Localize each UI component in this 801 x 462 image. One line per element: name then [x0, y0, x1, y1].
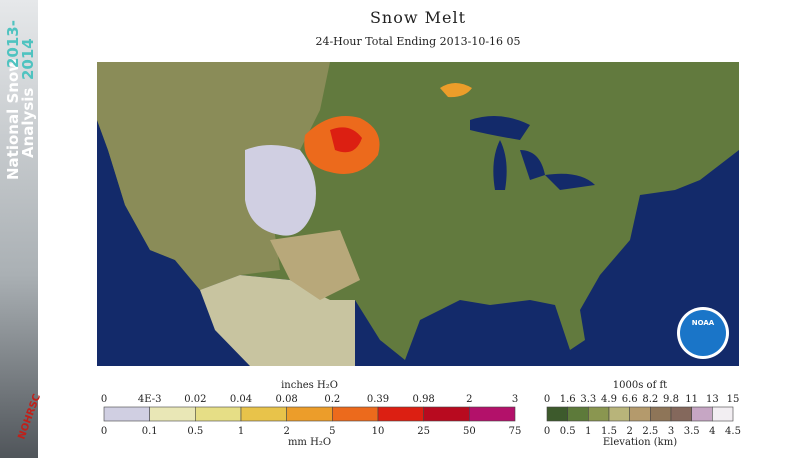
legend-top-tick: 2 — [466, 394, 472, 405]
legend-swatch — [691, 406, 713, 422]
subtitle: 24-Hour Total Ending 2013-10-16 05 — [315, 35, 520, 48]
legend-bottom-tick: 0.5 — [560, 426, 576, 437]
legend-top-tick: 0.98 — [413, 394, 435, 405]
legend-bottom-tick: 0.1 — [142, 426, 158, 437]
legend-top-tick: 4E-3 — [138, 394, 162, 405]
legend-top-tick: 6.6 — [622, 394, 638, 405]
legend-bottom-tick: 10 — [372, 426, 385, 437]
legend-bottom-tick: 4.5 — [725, 426, 741, 437]
legend-top-tick: 9.8 — [663, 394, 679, 405]
legend-bottom-tick: 1 — [585, 426, 591, 437]
melt-core — [330, 127, 362, 153]
west-terrain — [97, 62, 330, 290]
legend-top-tick: 0 — [101, 394, 107, 405]
legend-bottom-tick: 2 — [283, 426, 289, 437]
legend-bottom-tick: 3.5 — [684, 426, 700, 437]
legend-swatch — [629, 406, 651, 422]
legend-bottom-tick: 50 — [463, 426, 476, 437]
legend-bottom-unit: Elevation (km) — [603, 437, 677, 448]
legend-bottom-tick: 1.5 — [601, 426, 617, 437]
legend-bottom-tick: 25 — [417, 426, 430, 437]
legend-bottom-unit: mm H₂O — [288, 437, 331, 448]
banner-text: National Snow 2013- Analysis 2014 — [4, 20, 37, 180]
legend-swatch — [149, 406, 196, 422]
banner-line2: Analysis — [19, 88, 37, 158]
legend-top-tick: 3.3 — [580, 394, 596, 405]
legend-top-tick: 15 — [727, 394, 740, 405]
melt-canada — [440, 83, 472, 98]
legend-swatch — [103, 406, 150, 422]
legend-swatch — [423, 406, 470, 422]
legend-swatch — [286, 406, 333, 422]
legend-bottom-tick: 2 — [626, 426, 632, 437]
legend-top-tick: 3 — [512, 394, 518, 405]
legend-top-tick: 0.08 — [276, 394, 298, 405]
legend-top-tick: 0 — [544, 394, 550, 405]
legend-swatch — [588, 406, 610, 422]
legend-bottom-tick: 0.5 — [187, 426, 203, 437]
legend-top-tick: 4.9 — [601, 394, 617, 405]
legend-bottom-tick: 1 — [238, 426, 244, 437]
banner-year2: 2014 — [19, 38, 37, 80]
legend-top-tick: 0.2 — [324, 394, 340, 405]
legend-swatch — [670, 406, 692, 422]
legends: inches H₂O mm H₂O 0 4E-3 0.02 0.04 0.08 0.2 0.39… — [101, 380, 741, 448]
legend-top-tick: 1.6 — [560, 394, 576, 405]
legend-swatch — [332, 406, 379, 422]
noaa-text: NOAA — [692, 319, 715, 327]
legend-top-tick: 8.2 — [642, 394, 658, 405]
legend-bottom-tick: 5 — [329, 426, 335, 437]
southwest-plains — [270, 230, 360, 300]
legend-swatch — [240, 406, 287, 422]
title: Snow Melt — [370, 8, 466, 27]
banner-bg — [0, 0, 38, 458]
legend-top-unit: inches H₂O — [281, 380, 338, 391]
mexico — [200, 275, 355, 366]
noaa-logo-inner — [680, 310, 726, 356]
legend-swatch — [608, 406, 630, 422]
legend-swatch — [377, 406, 424, 422]
legend-bottom-tick: 3 — [668, 426, 674, 437]
legend-top-tick: 13 — [706, 394, 719, 405]
snow-area — [245, 145, 316, 236]
legend-bottom-tick: 0 — [101, 426, 107, 437]
legend-top-tick: 11 — [685, 394, 698, 405]
legend-top-tick: 0.02 — [184, 394, 206, 405]
legend-swatch — [195, 406, 242, 422]
legend-top-unit: 1000s of ft — [613, 380, 667, 391]
legend-top-tick: 0.04 — [230, 394, 252, 405]
legend-bottom-tick: 0 — [544, 426, 550, 437]
legend-top-tick: 0.39 — [367, 394, 389, 405]
legend-swatch — [712, 406, 734, 422]
legend-swatch — [567, 406, 589, 422]
banner-line1: National Snow — [4, 58, 22, 180]
great-lakes — [470, 116, 595, 190]
legend-swatch — [546, 406, 568, 422]
legend-bottom-tick: 4 — [709, 426, 715, 437]
legend-swatch — [469, 406, 516, 422]
banner-year1: 2013- — [4, 20, 22, 68]
legend-swatch — [650, 406, 672, 422]
legend-bottom-tick: 2.5 — [642, 426, 658, 437]
map: NOAA — [97, 62, 739, 366]
legend-bottom-tick: 75 — [509, 426, 522, 437]
